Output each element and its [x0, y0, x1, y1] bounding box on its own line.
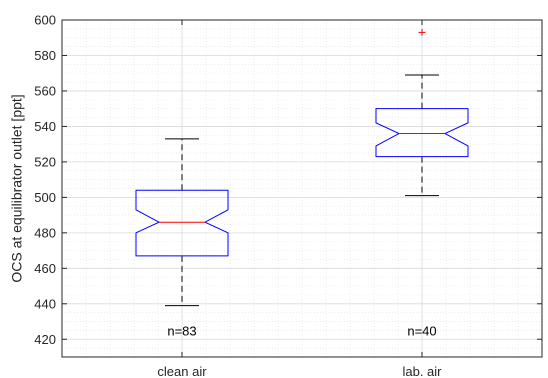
axes-frame [61, 19, 543, 358]
y-tick-label: 540 [34, 119, 56, 134]
axes: 420 440 460 480 500 520 540 560 580 600 clean air l… [34, 13, 543, 378]
box-series: n=83 n=40 [135, 28, 469, 338]
box-2: n=40 [375, 28, 469, 338]
count-label: n=40 [407, 323, 436, 338]
x-tick-label: lab. air [402, 364, 442, 378]
y-tick-label: 580 [34, 48, 56, 63]
y-tick-label: 480 [34, 225, 56, 240]
box-body [375, 108, 469, 158]
y-axis-label: OCS at equilibrator outlet [ppt] [9, 94, 25, 282]
box-1: n=83 [135, 138, 229, 338]
outlier-marker [418, 28, 426, 36]
grid [62, 19, 542, 358]
x-tick-label: clean air [157, 364, 207, 378]
y-tick-label: 600 [34, 13, 56, 28]
y-tick-label: 500 [34, 190, 56, 205]
y-tick-label: 520 [34, 154, 56, 169]
y-tick-label: 460 [34, 261, 56, 276]
box-body [135, 189, 229, 257]
y-tick-label: 420 [34, 332, 56, 347]
y-tick-label: 560 [34, 83, 56, 98]
count-label: n=83 [167, 323, 196, 338]
y-tick-label: 440 [34, 296, 56, 311]
